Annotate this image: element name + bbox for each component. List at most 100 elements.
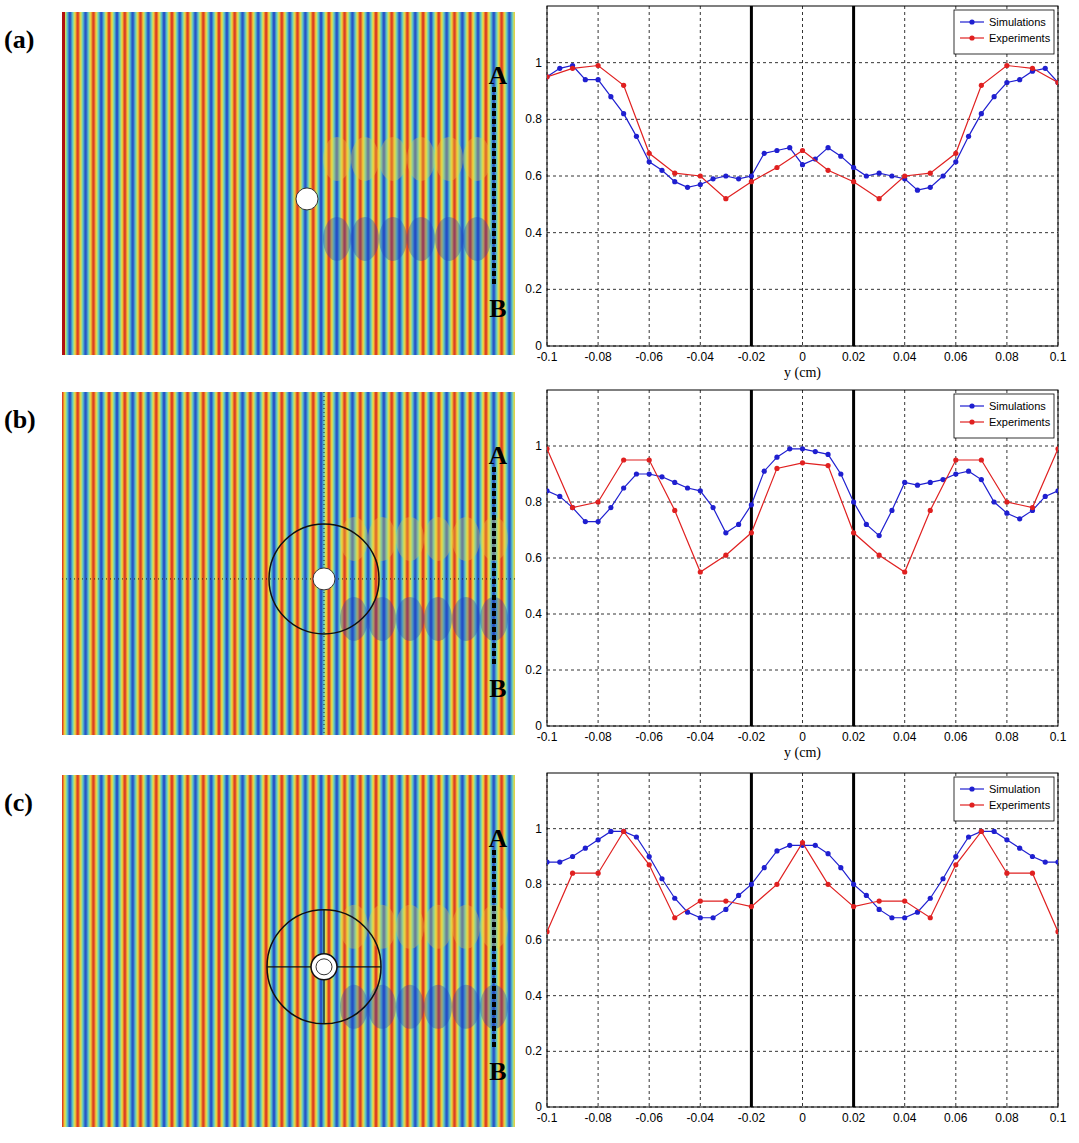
series-point xyxy=(621,83,626,88)
series-point xyxy=(647,151,652,156)
series-point xyxy=(596,871,601,876)
series-point xyxy=(800,446,805,451)
legend-box xyxy=(954,10,1054,54)
legend-marker xyxy=(969,19,974,24)
x-tick-label: 0.1 xyxy=(1050,730,1067,744)
x-axis-title: y (cm) xyxy=(784,745,821,761)
x-tick-label: 0.1 xyxy=(1050,350,1067,364)
wake-blob xyxy=(435,137,463,181)
x-tick-label: 0.04 xyxy=(893,1111,917,1125)
x-tick-label: -0.02 xyxy=(738,1111,766,1125)
series-point xyxy=(877,533,882,538)
x-tick-label: 0.08 xyxy=(995,730,1019,744)
y-grid xyxy=(547,995,1058,996)
series-point xyxy=(953,471,958,476)
wake-blob xyxy=(452,517,480,561)
legend: SimulationsExperiments xyxy=(954,394,1054,438)
y-grid xyxy=(547,558,1058,559)
series-point xyxy=(685,185,690,190)
legend: Simulation Experiments xyxy=(954,777,1054,821)
wake-blob xyxy=(463,137,491,181)
chart: -0.1-0.08-0.06-0.04-0.0200.020.040.060.0… xyxy=(525,6,1066,381)
y-grid xyxy=(547,62,1058,63)
series-point xyxy=(813,449,818,454)
legend-label: Experiments xyxy=(989,416,1051,428)
series-line xyxy=(547,66,1058,191)
field-background xyxy=(62,392,515,735)
x-tick-label: 0.06 xyxy=(944,730,968,744)
series-point xyxy=(736,176,741,181)
series-point xyxy=(979,829,984,834)
series-point xyxy=(547,74,550,79)
scatterer xyxy=(296,188,318,210)
series-point xyxy=(570,505,575,510)
series-point xyxy=(685,485,690,490)
series-point xyxy=(621,485,626,490)
series-point xyxy=(710,176,715,181)
series-point xyxy=(749,173,754,178)
legend-label: Simulation xyxy=(989,783,1040,795)
series-point xyxy=(723,553,728,558)
series-point xyxy=(634,471,639,476)
wake-blob xyxy=(379,217,407,261)
series-point xyxy=(570,66,575,71)
scatterer xyxy=(313,568,335,590)
x-tick-label: -0.06 xyxy=(636,350,664,364)
series-point xyxy=(570,854,575,859)
series-point xyxy=(915,483,920,488)
y-tick-label: 0.4 xyxy=(525,989,542,1003)
series-point xyxy=(851,882,856,887)
series-point xyxy=(647,159,652,164)
reference-line xyxy=(852,773,855,1107)
field-map xyxy=(62,775,515,1127)
series-point xyxy=(966,469,971,474)
series-point xyxy=(596,63,601,68)
panel-label: (c) xyxy=(4,788,33,817)
series-point xyxy=(762,469,767,474)
series-point xyxy=(940,173,945,178)
series-point xyxy=(647,471,652,476)
series-point xyxy=(928,171,933,176)
series-line xyxy=(547,66,1058,199)
y-tick-label: 1 xyxy=(535,822,542,836)
data-layer xyxy=(547,773,1058,1107)
series-point xyxy=(800,162,805,167)
series-point xyxy=(659,876,664,881)
series-point xyxy=(736,893,741,898)
series-point xyxy=(762,865,767,870)
series-point xyxy=(608,829,613,834)
series-point xyxy=(672,179,677,184)
y-tick-label: 0.8 xyxy=(525,877,542,891)
series-point xyxy=(1043,66,1048,71)
series-point xyxy=(547,488,550,493)
series-point xyxy=(672,915,677,920)
series-point xyxy=(1055,80,1058,85)
y-tick-label: 0.2 xyxy=(525,282,542,296)
wake-blob xyxy=(396,517,424,561)
series-point xyxy=(621,111,626,116)
wake-blob xyxy=(407,137,435,181)
series-point xyxy=(992,829,997,834)
series-point xyxy=(1043,859,1048,864)
series-point xyxy=(698,915,703,920)
x-grid xyxy=(802,6,803,346)
series-point xyxy=(647,457,652,462)
series-point xyxy=(1017,846,1022,851)
x-tick-label: -0.06 xyxy=(636,1111,664,1125)
series-point xyxy=(749,904,754,909)
series-point xyxy=(1004,511,1009,516)
y-tick-label: 0 xyxy=(535,339,542,353)
series-point xyxy=(813,843,818,848)
x-tick-label: 0.06 xyxy=(944,1111,968,1125)
series-point xyxy=(838,471,843,476)
series-point xyxy=(621,829,626,834)
series-point xyxy=(647,862,652,867)
x-grid xyxy=(904,390,905,726)
series-point xyxy=(979,457,984,462)
series-point xyxy=(596,837,601,842)
x-tick-label: 0.08 xyxy=(995,1111,1019,1125)
legend-label: Experiments xyxy=(989,799,1051,811)
series-point xyxy=(851,179,856,184)
legend-marker xyxy=(969,419,974,424)
series-point xyxy=(634,834,639,839)
